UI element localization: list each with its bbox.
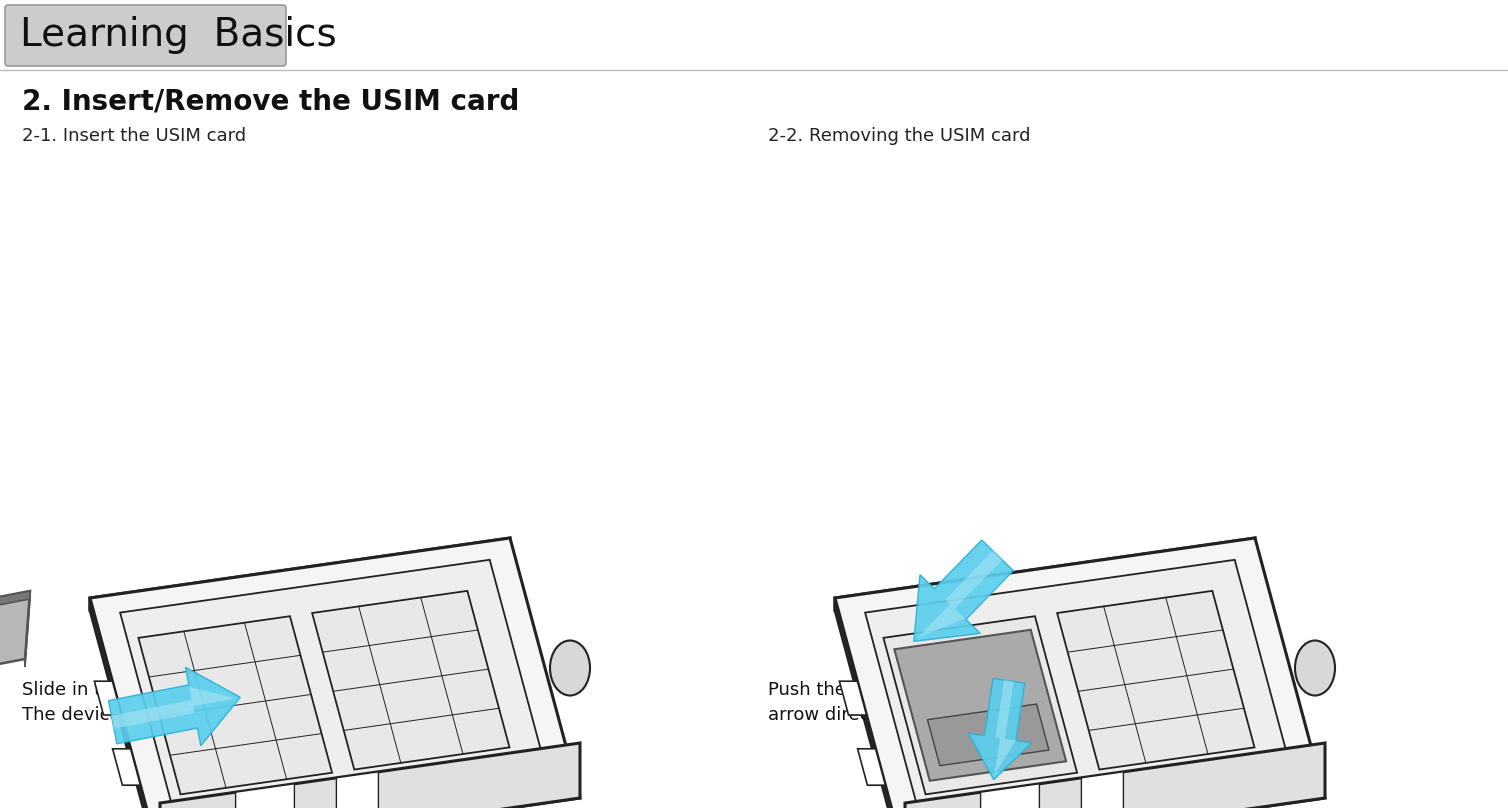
Ellipse shape — [550, 641, 590, 696]
Polygon shape — [914, 540, 1013, 642]
Polygon shape — [927, 704, 1050, 766]
Polygon shape — [894, 629, 1066, 781]
Polygon shape — [905, 743, 1326, 808]
Text: 2-1. Insert the USIM card: 2-1. Insert the USIM card — [23, 127, 246, 145]
Polygon shape — [858, 749, 885, 785]
Polygon shape — [336, 772, 379, 808]
Polygon shape — [113, 749, 140, 785]
Text: Push the top of the USIM card to slide it out in the: Push the top of the USIM card to slide i… — [768, 681, 1218, 699]
Polygon shape — [0, 591, 30, 681]
Polygon shape — [1057, 591, 1255, 769]
Polygon shape — [884, 617, 1077, 794]
Polygon shape — [866, 560, 1295, 808]
Polygon shape — [980, 784, 1039, 808]
Polygon shape — [112, 687, 235, 729]
Text: Slide in the USIM card in the arrow direction.: Slide in the USIM card in the arrow dire… — [23, 681, 425, 699]
Text: arrow direction.: arrow direction. — [768, 706, 909, 724]
Polygon shape — [90, 538, 510, 610]
Polygon shape — [1081, 772, 1123, 808]
Polygon shape — [0, 591, 30, 621]
Polygon shape — [835, 538, 1326, 808]
Polygon shape — [994, 680, 1016, 775]
Polygon shape — [840, 681, 867, 715]
Text: 2-2. Removing the USIM card: 2-2. Removing the USIM card — [768, 127, 1030, 145]
Polygon shape — [121, 560, 550, 808]
Polygon shape — [90, 538, 581, 808]
Text: Learning  Basics: Learning Basics — [20, 16, 336, 54]
Polygon shape — [90, 598, 160, 808]
Polygon shape — [26, 591, 30, 667]
Polygon shape — [160, 743, 581, 808]
Polygon shape — [139, 617, 332, 794]
Text: 2. Insert/Remove the USIM card: 2. Insert/Remove the USIM card — [23, 88, 519, 116]
Polygon shape — [235, 784, 294, 808]
Polygon shape — [95, 681, 122, 715]
Text: The devices supports 2 USIM slots.: The devices supports 2 USIM slots. — [23, 706, 336, 724]
Polygon shape — [835, 598, 905, 808]
Polygon shape — [109, 667, 240, 746]
Polygon shape — [917, 551, 1003, 638]
Ellipse shape — [1295, 641, 1335, 696]
FancyBboxPatch shape — [5, 5, 287, 66]
Polygon shape — [968, 679, 1031, 780]
Polygon shape — [312, 591, 510, 769]
Polygon shape — [835, 538, 1255, 610]
